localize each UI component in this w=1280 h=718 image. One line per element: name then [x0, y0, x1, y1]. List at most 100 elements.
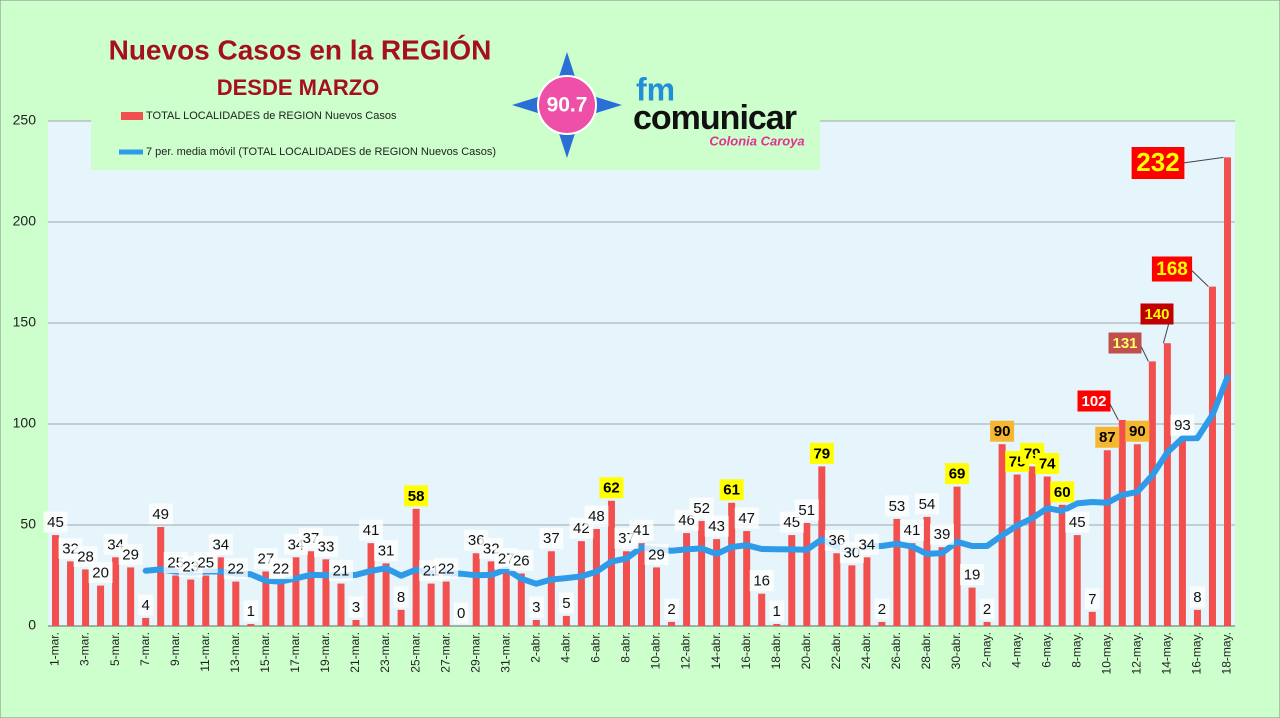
- data-label: 2: [878, 601, 886, 618]
- x-tick-label: 18-may.: [1220, 632, 1234, 674]
- data-label-box: [644, 543, 669, 565]
- data-label-box: [1170, 414, 1195, 436]
- data-label: 45: [47, 514, 64, 531]
- data-label-box: [704, 515, 729, 537]
- data-label-box: [328, 560, 353, 582]
- data-label: 168: [1156, 259, 1188, 280]
- data-label-box: [43, 511, 68, 533]
- data-label: 3: [352, 599, 360, 616]
- x-tick-label: 7-mar.: [138, 632, 152, 666]
- y-tick-label: 200: [13, 213, 37, 229]
- data-label: 41: [904, 522, 921, 539]
- data-label: 69: [949, 466, 966, 483]
- x-tick-label: 25-mar.: [408, 632, 422, 673]
- data-label: 131: [1112, 335, 1137, 352]
- data-label-box: [1050, 481, 1075, 503]
- data-label: 61: [723, 482, 740, 499]
- data-label: 74: [1039, 455, 1056, 472]
- data-label: 1: [247, 603, 255, 620]
- data-label-box: [719, 479, 744, 501]
- data-label-box: [268, 558, 293, 580]
- data-label-box: [1125, 420, 1150, 442]
- data-label-box: [528, 596, 544, 618]
- data-label-box: [584, 505, 609, 527]
- x-tick-label: 23-mar.: [378, 632, 392, 673]
- data-label: 60: [1054, 484, 1071, 501]
- data-label-box: [874, 598, 890, 620]
- data-label: 26: [513, 552, 530, 569]
- data-label-box: [884, 495, 909, 517]
- data-label: 19: [964, 567, 981, 584]
- data-label: 2: [983, 601, 991, 618]
- data-label-box: [1065, 511, 1090, 533]
- bar: [502, 571, 510, 626]
- x-tick-label: 29-mar.: [468, 632, 482, 673]
- data-label: 25: [197, 554, 214, 571]
- x-tick-label: 13-mar.: [228, 632, 242, 673]
- data-label: 37: [543, 530, 560, 547]
- data-label-box: [1095, 426, 1120, 448]
- data-label-box: [1035, 453, 1060, 475]
- x-tick-label: 6-abr.: [589, 632, 603, 663]
- bar: [202, 575, 210, 626]
- data-label-box: [629, 519, 654, 541]
- data-label: 34: [859, 536, 876, 553]
- data-label-box: [914, 493, 939, 515]
- x-tick-label: 8-may.: [1069, 632, 1083, 668]
- bar: [82, 569, 90, 626]
- bar: [653, 567, 661, 626]
- data-label: 53: [889, 498, 906, 515]
- data-label-box: [138, 594, 154, 616]
- bar: [487, 561, 495, 626]
- bar: [758, 593, 766, 626]
- data-label: 79: [813, 445, 830, 462]
- legend-label: 7 per. media móvil (TOTAL LOCALIDADES de…: [146, 146, 496, 158]
- bar: [953, 486, 961, 626]
- bar: [337, 583, 345, 626]
- bar: [307, 551, 315, 626]
- data-label-box: [88, 562, 113, 584]
- bar: [52, 535, 60, 626]
- data-label-box: [1108, 332, 1142, 354]
- bar: [67, 561, 75, 626]
- data-label-box: [193, 552, 218, 573]
- bar: [187, 579, 195, 626]
- x-tick-label: 20-abr.: [799, 632, 813, 669]
- data-label: 102: [1081, 393, 1106, 410]
- data-label: 2: [667, 601, 675, 618]
- data-label: 20: [92, 565, 109, 582]
- bar: [833, 553, 841, 626]
- data-label: 47: [738, 510, 755, 527]
- x-tick-label: 14-may.: [1160, 632, 1174, 674]
- data-label-box: [243, 600, 259, 622]
- data-label: 8: [1193, 589, 1201, 606]
- logo-city: Colonia Caroya: [709, 133, 804, 148]
- bar: [818, 466, 826, 626]
- data-label-box: [689, 497, 714, 519]
- data-label-box: [313, 535, 338, 557]
- bar: [292, 557, 300, 626]
- bar: [382, 563, 390, 626]
- data-label: 5: [562, 595, 570, 612]
- data-label: 3: [532, 599, 540, 616]
- logo-circle: [537, 75, 597, 135]
- bar: [698, 520, 706, 626]
- bar: [1148, 361, 1156, 626]
- data-label: 0: [457, 605, 465, 622]
- x-tick-label: 10-abr.: [649, 632, 663, 669]
- bar: [367, 543, 375, 626]
- bar: [1208, 286, 1216, 626]
- data-label: 7: [1088, 591, 1096, 608]
- data-label: 140: [1144, 306, 1169, 323]
- y-tick-label: 250: [13, 112, 37, 128]
- bar: [683, 533, 691, 626]
- y-tick-label: 50: [20, 516, 36, 532]
- x-tick-label: 4-may.: [1009, 632, 1023, 668]
- bar: [472, 553, 480, 626]
- data-label: 21: [333, 563, 350, 580]
- bar: [983, 621, 991, 626]
- data-label: 93: [1174, 417, 1191, 434]
- leader-line: [1182, 156, 1224, 164]
- data-label: 16: [753, 573, 770, 590]
